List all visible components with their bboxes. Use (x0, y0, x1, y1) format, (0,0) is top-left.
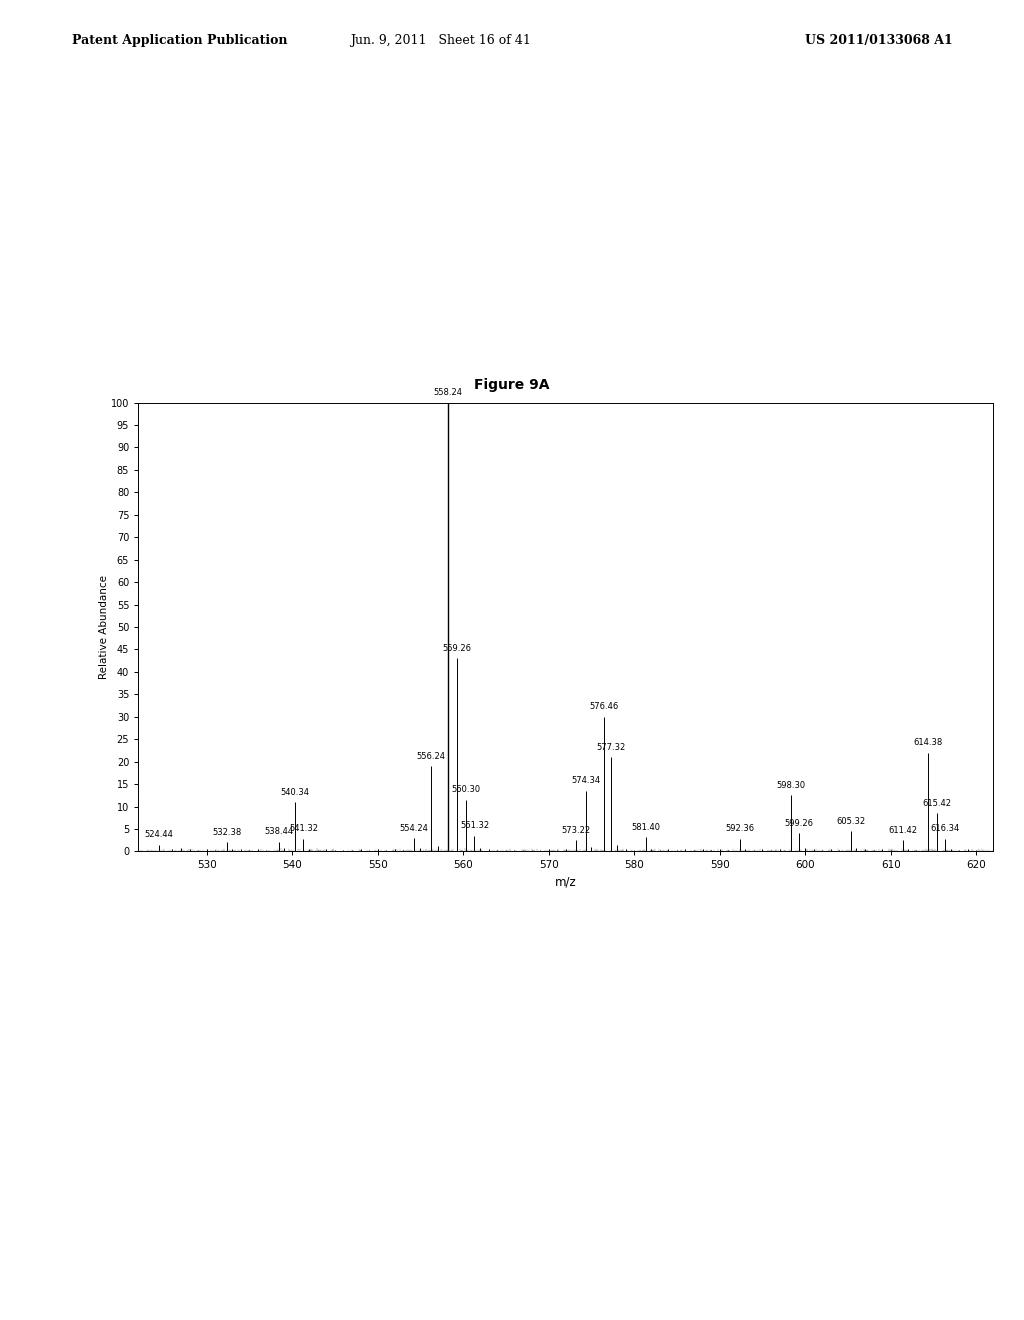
Text: Figure 9A: Figure 9A (474, 378, 550, 392)
X-axis label: m/z: m/z (555, 876, 577, 888)
Text: 615.42: 615.42 (923, 799, 951, 808)
Text: 532.38: 532.38 (212, 828, 242, 837)
Text: Jun. 9, 2011   Sheet 16 of 41: Jun. 9, 2011 Sheet 16 of 41 (350, 34, 530, 48)
Text: 577.32: 577.32 (597, 743, 626, 752)
Text: 541.32: 541.32 (289, 825, 317, 833)
Text: 598.30: 598.30 (776, 781, 805, 789)
Text: 581.40: 581.40 (632, 822, 660, 832)
Text: Patent Application Publication: Patent Application Publication (72, 34, 287, 48)
Text: 558.24: 558.24 (433, 388, 463, 397)
Text: 614.38: 614.38 (913, 738, 943, 747)
Text: 611.42: 611.42 (888, 826, 918, 834)
Text: 560.30: 560.30 (452, 785, 480, 795)
Text: 599.26: 599.26 (784, 820, 813, 828)
Text: US 2011/0133068 A1: US 2011/0133068 A1 (805, 34, 952, 48)
Y-axis label: Relative Abundance: Relative Abundance (99, 576, 110, 678)
Text: 592.36: 592.36 (725, 825, 755, 833)
Text: 561.32: 561.32 (460, 821, 489, 830)
Text: 616.34: 616.34 (930, 825, 959, 833)
Text: 554.24: 554.24 (399, 824, 428, 833)
Text: 524.44: 524.44 (144, 830, 173, 840)
Text: 573.22: 573.22 (561, 826, 591, 834)
Text: 538.44: 538.44 (264, 828, 293, 836)
Text: 559.26: 559.26 (442, 644, 471, 653)
Text: 556.24: 556.24 (417, 752, 445, 760)
Text: 574.34: 574.34 (571, 776, 600, 785)
Text: 540.34: 540.34 (281, 788, 309, 797)
Text: 576.46: 576.46 (589, 702, 618, 711)
Text: 605.32: 605.32 (837, 817, 865, 826)
